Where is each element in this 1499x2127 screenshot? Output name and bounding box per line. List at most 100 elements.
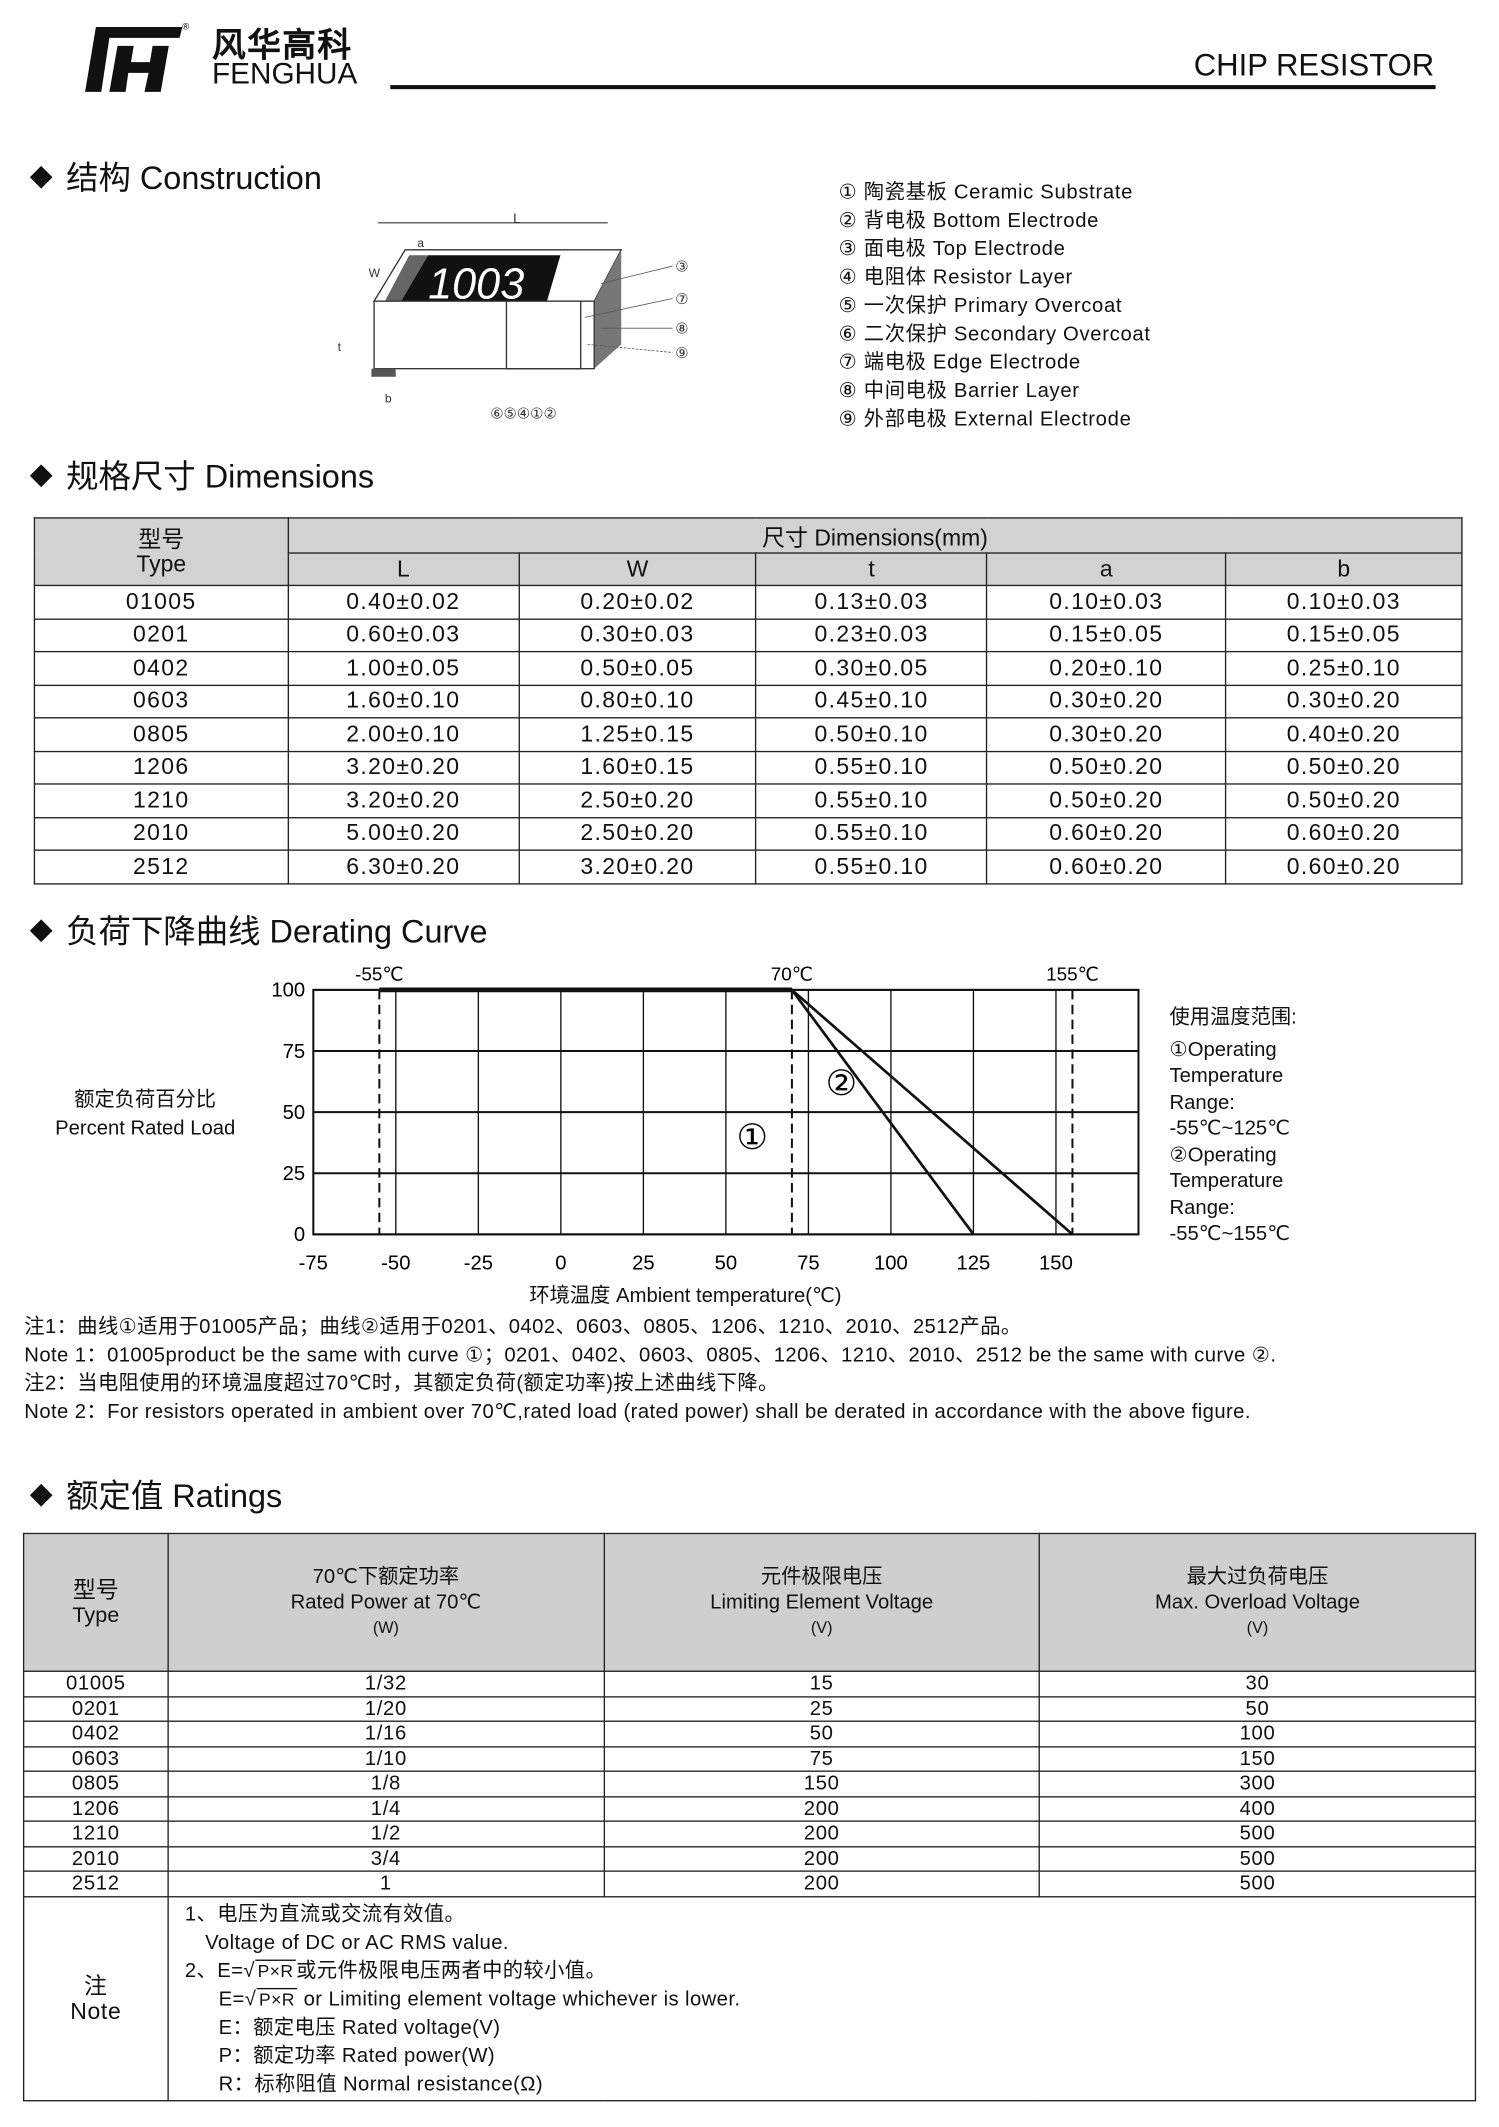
callout-3: ③	[675, 259, 688, 275]
table-row: 0201 0.60±0.03 0.30±0.03 0.23±0.03 0.15±0.05…	[33, 617, 1463, 653]
table-cell: 1/20	[167, 1695, 605, 1722]
table-cell: 2512	[22, 1870, 169, 1897]
dimensions-heading-text: 规格尺寸 Dimensions	[66, 459, 375, 496]
legend-item: ⑥ 二次保护 Secondary Overcoat	[838, 322, 1151, 346]
header-rule	[390, 85, 1436, 90]
table-cell: 2512	[33, 849, 289, 884]
dim-col-header: b	[1225, 552, 1463, 587]
dim-col-header: W	[518, 552, 757, 587]
y-tick-label: 25	[283, 1163, 306, 1185]
label-a: a	[417, 236, 424, 250]
x-tick-label: -75	[299, 1252, 328, 1274]
table-cell: 0.15±0.05	[1225, 617, 1463, 653]
table-cell: 0.45±0.10	[755, 684, 988, 719]
note-1-en: Note 1：01005product be the same with cur…	[24, 1343, 1277, 1367]
table-cell: 100	[1038, 1720, 1477, 1747]
construction-heading: ◆ 结构 Construction	[30, 151, 322, 198]
table-cell: 2.50±0.20	[518, 816, 757, 851]
label-t: t	[338, 340, 342, 354]
legend-item: ③ 面电极 Top Electrode	[838, 237, 1066, 261]
dim-col-header: L	[287, 552, 520, 587]
derating-chart: -75 -50 -25 0 25 50 75 100 125 150 0 25 50 75 100 -55℃ 7…	[271, 964, 1140, 1274]
table-cell: 0805	[22, 1770, 169, 1797]
table-row: 1206 1/4 200 400	[22, 1795, 1477, 1822]
legend-item: ④ 电阻体 Resistor Layer	[838, 266, 1073, 290]
table-cell: 1.60±0.10	[287, 684, 520, 719]
table-cell: 0.50±0.20	[1225, 750, 1463, 785]
x-tick-label: 50	[715, 1252, 738, 1274]
x-tick-label: -25	[464, 1252, 493, 1274]
legend-item: ⑨ 外部电极 External Electrode	[838, 407, 1132, 431]
legend-item: ⑧ 中间电极 Barrier Layer	[838, 379, 1080, 403]
chip-construction-diagram: L a W t b 1003 ⑥⑤④①② ③ ⑦ ⑧ ⑨	[338, 211, 689, 423]
table-cell: 500	[1038, 1820, 1477, 1847]
y-axis-label-en: Percent Rated Load	[55, 1116, 236, 1140]
rating-note-2-cn: 2、E=√ P×R 或元件极限电压两者中的较小值。	[184, 1958, 607, 1982]
range-line: Range:	[1169, 1195, 1235, 1219]
callout-8: ⑧	[675, 322, 688, 338]
table-cell: 0.60±0.20	[1225, 816, 1463, 851]
note-2-en: Note 2：For resistors operated in ambient…	[24, 1400, 1251, 1424]
table-cell: 0.50±0.20	[986, 783, 1227, 818]
table-row: 01005 1/32 15 30	[22, 1670, 1477, 1697]
table-cell: 0.15±0.05	[986, 617, 1227, 653]
range-line: ①Operating	[1169, 1037, 1277, 1061]
table-cell: 400	[1038, 1795, 1477, 1822]
table-cell: 25	[603, 1695, 1041, 1722]
y-tick-label: 0	[294, 1224, 305, 1246]
range-line: Temperature	[1169, 1064, 1284, 1088]
x-tick-label: 0	[555, 1252, 566, 1274]
table-cell: 1/8	[167, 1770, 605, 1797]
derating-notes: 注1：曲线①适用于01005产品；曲线②适用于0201、0402、0603、08…	[24, 1313, 1276, 1426]
diamond-bullet-icon: ◆	[29, 1475, 53, 1510]
diamond-bullet-icon: ◆	[29, 157, 53, 192]
table-cell: 50	[603, 1720, 1041, 1747]
table-cell: 75	[603, 1745, 1041, 1772]
x-tick-label: 25	[632, 1252, 655, 1274]
series-label-2: ②	[826, 1064, 857, 1103]
table-row: 2512 6.30±0.20 3.20±0.20 0.55±0.10 0.60±0.20…	[33, 849, 1463, 884]
table-cell: 0.20±0.02	[518, 584, 757, 620]
y-tick-label: 75	[283, 1041, 306, 1063]
chip-marking: 1003	[428, 260, 524, 308]
table-cell: 0.30±0.05	[755, 650, 988, 686]
y-axis-label-cn: 额定负荷百分比	[74, 1088, 217, 1112]
callout-9: ⑨	[675, 346, 688, 362]
rating-note-1-cn: 1、电压为直流或交流有效值。	[184, 1902, 466, 1926]
table-row: 1210 3.20±0.20 2.50±0.20 0.55±0.10 0.50±0.20…	[33, 783, 1463, 818]
table-cell: 6.30±0.20	[287, 849, 520, 884]
table-row: 0603 1/10 75 150	[22, 1745, 1477, 1772]
table-cell: 0.30±0.20	[986, 717, 1227, 752]
table-cell: 1/32	[167, 1670, 605, 1697]
x-tick-label: 75	[797, 1252, 820, 1274]
table-cell: 0603	[33, 684, 289, 719]
table-row: 1210 1/2 200 500	[22, 1820, 1477, 1847]
y-tick-label: 50	[283, 1102, 306, 1124]
table-cell: 0.50±0.10	[755, 717, 988, 752]
table-cell: 1206	[33, 750, 289, 785]
range-line: Range:	[1169, 1090, 1235, 1114]
table-row: 2512 1 200 500	[22, 1870, 1477, 1897]
reference-label: 155℃	[1046, 964, 1099, 985]
svg-text:®: ®	[182, 22, 189, 33]
table-cell: 3/4	[167, 1845, 605, 1872]
ratings-heading: ◆ 额定值 Ratings	[30, 1469, 283, 1516]
brand-name-en: FENGHUA	[212, 56, 358, 91]
table-cell: 0805	[33, 717, 289, 752]
table-cell: 500	[1038, 1845, 1477, 1872]
table-cell: 0.20±0.10	[986, 650, 1227, 686]
ratings-col-header: 元件极限电压 Limiting Element Voltage (V)	[603, 1532, 1041, 1672]
table-cell: 1/4	[167, 1795, 605, 1822]
table-cell: 0.50±0.20	[1225, 783, 1463, 818]
table-cell: 1210	[33, 783, 289, 818]
table-cell: 2.50±0.20	[518, 783, 757, 818]
y-axis-label: 额定负荷百分比 Percent Rated Load	[27, 1086, 263, 1143]
x-tick-label: 150	[1039, 1252, 1073, 1274]
table-cell: 0201	[33, 617, 289, 653]
table-cell: 5.00±0.20	[287, 816, 520, 851]
reference-label: 70℃	[771, 964, 813, 985]
construction-legend: ① 陶瓷基板 Ceramic Substrate ② 背电极 Bottom El…	[839, 178, 1151, 433]
table-cell: 50	[1038, 1695, 1477, 1722]
range-line: ②Operating	[1169, 1143, 1277, 1167]
